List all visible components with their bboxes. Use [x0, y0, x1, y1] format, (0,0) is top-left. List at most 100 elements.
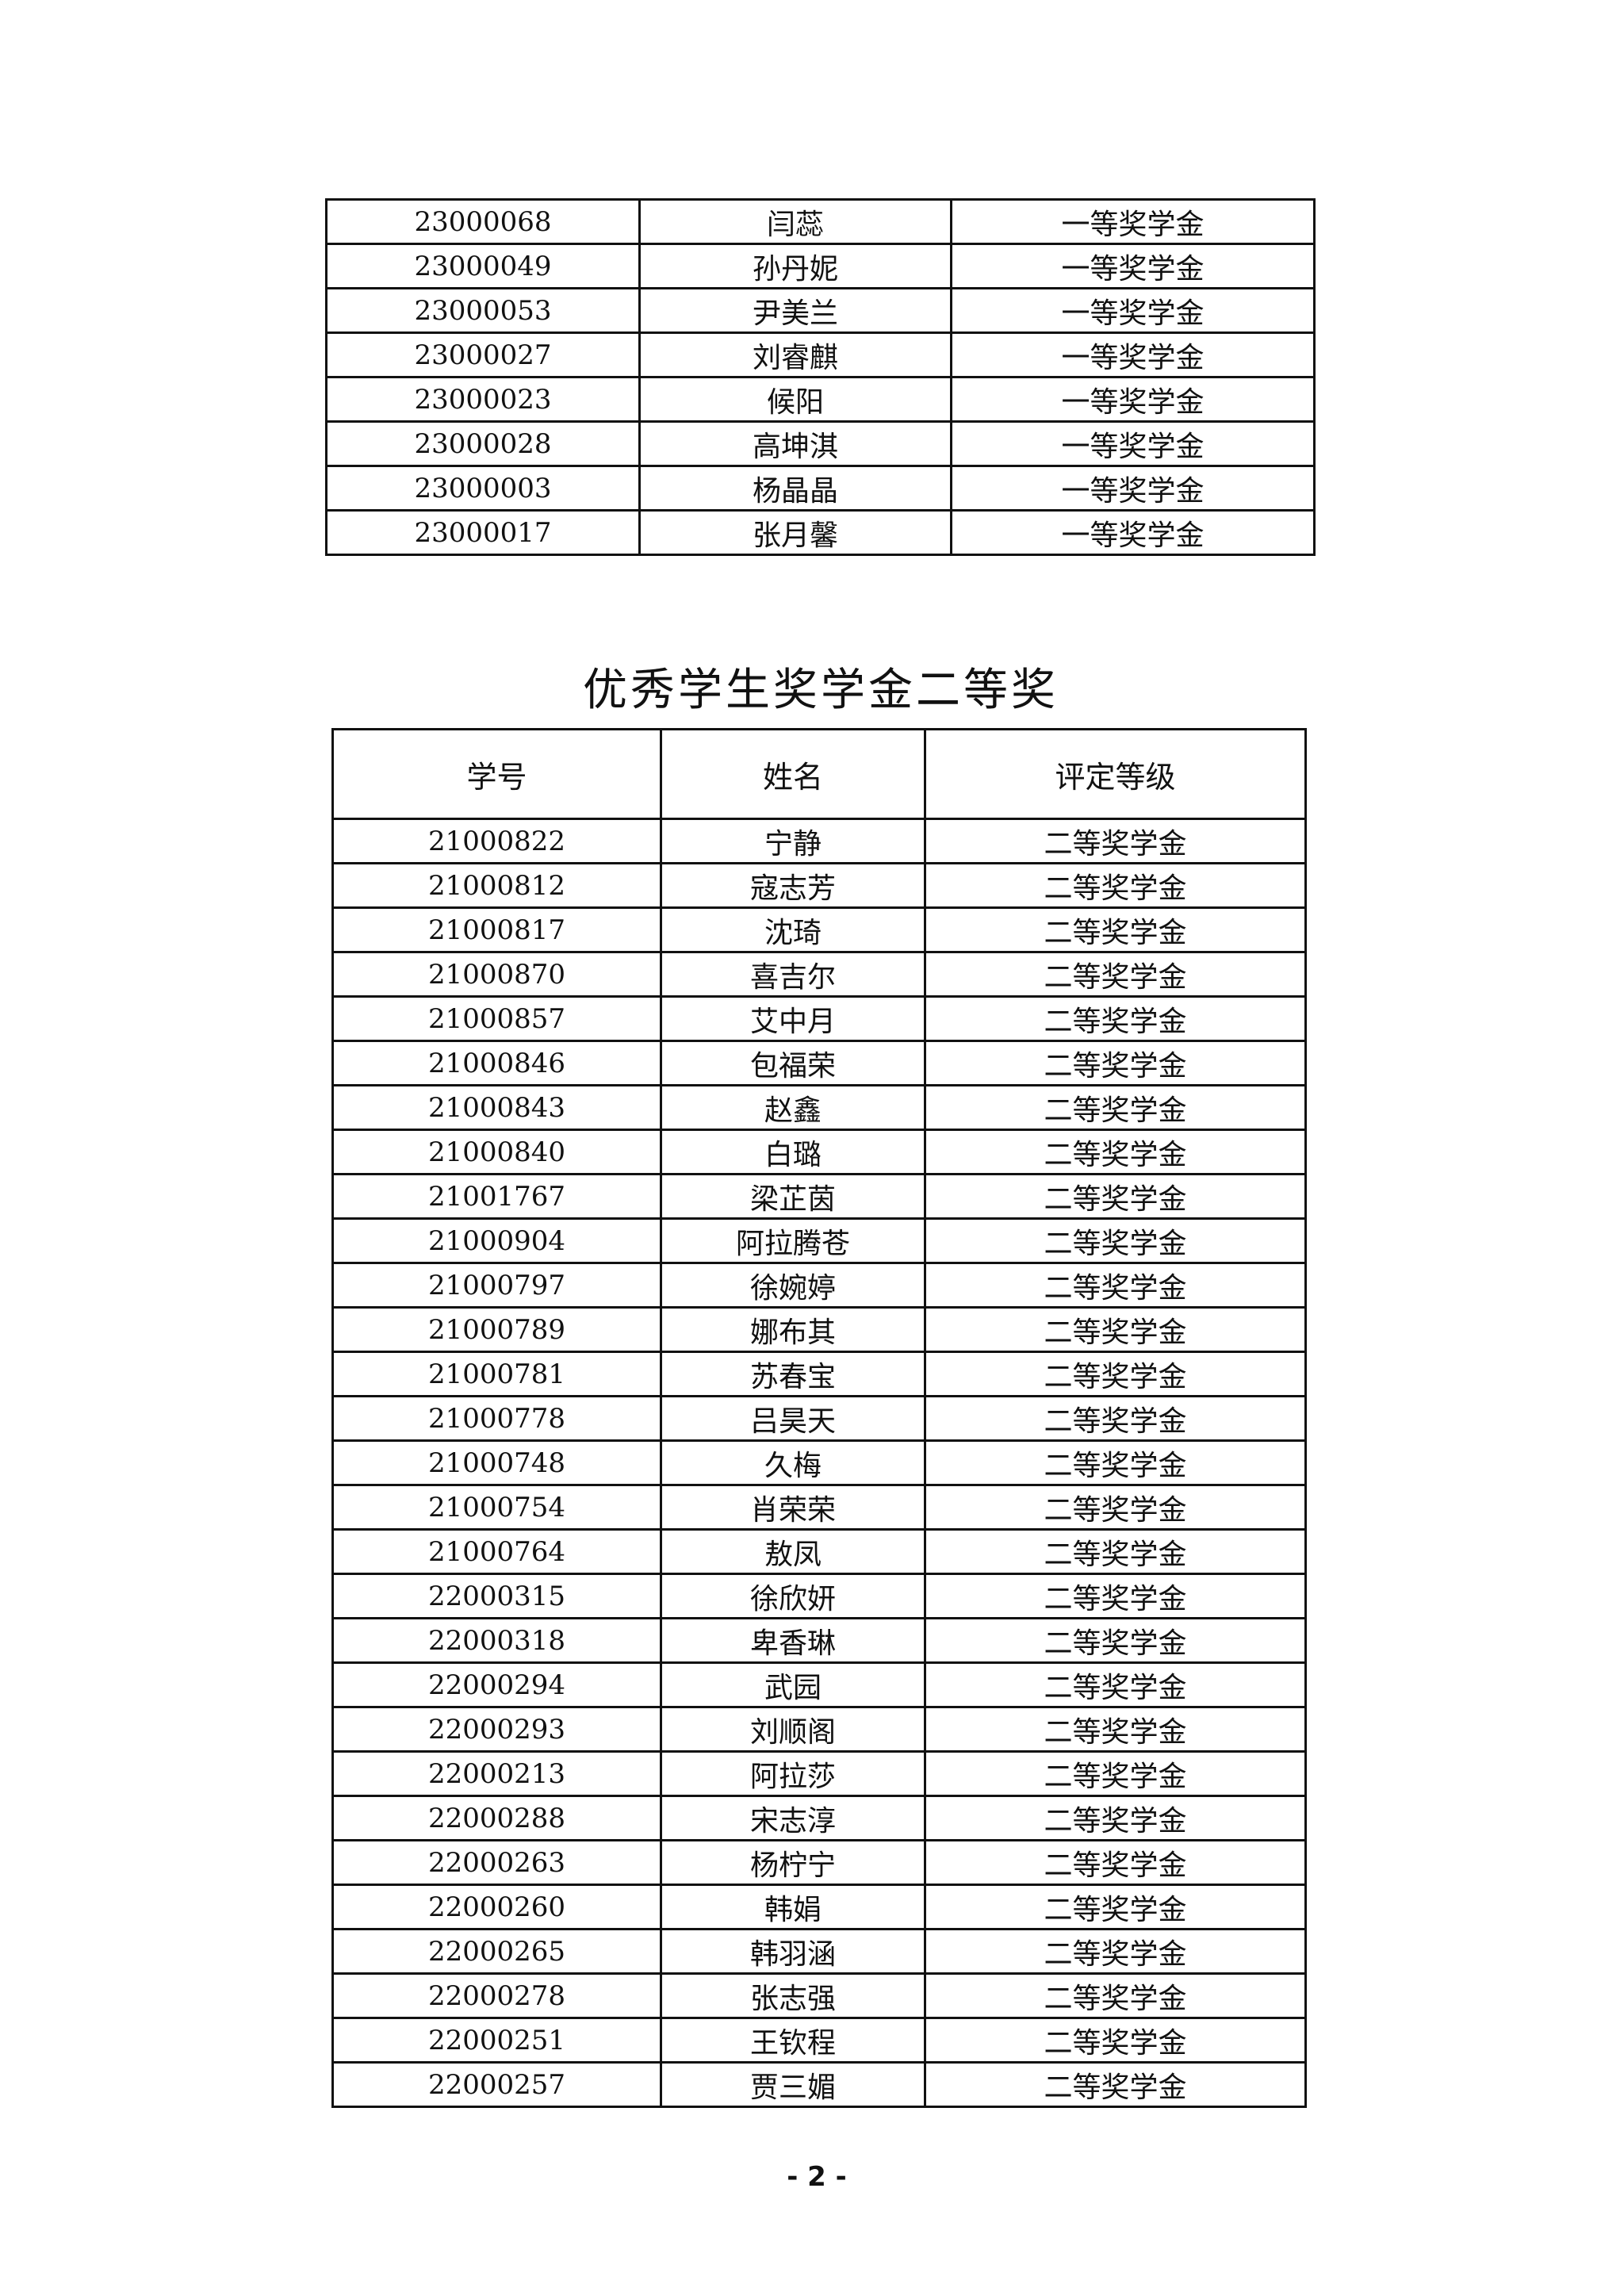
name-cell: 久梅 [660, 1439, 926, 1486]
name-cell: 宁静 [660, 818, 926, 864]
table-row: 22000263 杨柠宁 二等奖学金 [331, 1839, 1307, 1886]
first-prize-table-continued: 23000068 闫蕊 一等奖学金 23000049 孙丹妮 一等奖学金 23000053 尹… [325, 198, 1316, 556]
table-row: 23000027 刘睿麒 一等奖学金 [325, 331, 1316, 378]
table-row: 21001767 梁芷茵 二等奖学金 [331, 1173, 1307, 1220]
grade-cell: 二等奖学金 [924, 1573, 1307, 1619]
grade-cell: 二等奖学金 [924, 951, 1307, 998]
student-id-cell: 21001767 [331, 1173, 662, 1220]
student-id-cell: 21000797 [331, 1262, 662, 1309]
grade-cell: 二等奖学金 [924, 1839, 1307, 1886]
student-id-cell: 21000904 [331, 1217, 662, 1264]
grade-cell: 一等奖学金 [950, 331, 1316, 378]
table-row: 22000315 徐欣妍 二等奖学金 [331, 1573, 1307, 1619]
grade-cell: 二等奖学金 [924, 1306, 1307, 1353]
grade-cell: 二等奖学金 [924, 862, 1307, 909]
table-row: 21000904 阿拉腾苍 二等奖学金 [331, 1217, 1307, 1264]
grade-cell: 一等奖学金 [950, 198, 1316, 245]
student-id-cell: 22000265 [331, 1928, 662, 1975]
name-cell: 阿拉腾苍 [660, 1217, 926, 1264]
grade-cell: 二等奖学金 [924, 995, 1307, 1042]
grade-cell: 二等奖学金 [924, 1262, 1307, 1309]
grade-cell: 二等奖学金 [924, 1040, 1307, 1086]
header-name: 姓名 [660, 728, 926, 820]
grade-cell: 二等奖学金 [924, 1351, 1307, 1397]
grade-cell: 二等奖学金 [924, 1706, 1307, 1753]
grade-cell: 二等奖学金 [924, 1972, 1307, 2019]
grade-cell: 一等奖学金 [950, 243, 1316, 289]
student-id-cell: 21000764 [331, 1528, 662, 1575]
name-cell: 刘睿麒 [638, 331, 952, 378]
grade-cell: 一等奖学金 [950, 376, 1316, 423]
second-prize-table: 学号 姓名 评定等级 21000822 宁静 二等奖学金 21000812 寇志芳 二等奖… [331, 728, 1307, 2108]
student-id-cell: 22000263 [331, 1839, 662, 1886]
table-row: 21000748 久梅 二等奖学金 [331, 1439, 1307, 1486]
table-row: 21000840 白璐 二等奖学金 [331, 1129, 1307, 1175]
name-cell: 肖荣荣 [660, 1484, 926, 1531]
name-cell: 高坤淇 [638, 420, 952, 467]
grade-cell: 二等奖学金 [924, 1484, 1307, 1531]
student-id-cell: 23000028 [325, 420, 641, 467]
table-row: 22000257 贾三媚 二等奖学金 [331, 2061, 1307, 2108]
student-id-cell: 21000870 [331, 951, 662, 998]
table-row: 21000797 徐婉婷 二等奖学金 [331, 1262, 1307, 1309]
name-cell: 孙丹妮 [638, 243, 952, 289]
student-id-cell: 21000789 [331, 1306, 662, 1353]
name-cell: 寇志芳 [660, 862, 926, 909]
name-cell: 阿拉莎 [660, 1750, 926, 1797]
name-cell: 艾中月 [660, 995, 926, 1042]
table-row: 23000049 孙丹妮 一等奖学金 [325, 243, 1316, 289]
grade-cell: 一等奖学金 [950, 509, 1316, 556]
table-row: 21000778 吕昊天 二等奖学金 [331, 1395, 1307, 1442]
grade-cell: 二等奖学金 [924, 1528, 1307, 1575]
student-id-cell: 21000817 [331, 906, 662, 953]
header-student-id: 学号 [331, 728, 662, 820]
name-cell: 刘顺阁 [660, 1706, 926, 1753]
student-id-cell: 23000053 [325, 287, 641, 334]
table-row: 23000017 张月馨 一等奖学金 [325, 509, 1316, 556]
grade-cell: 二等奖学金 [924, 1661, 1307, 1708]
table-row: 21000789 娜布其 二等奖学金 [331, 1306, 1307, 1353]
table-row: 23000053 尹美兰 一等奖学金 [325, 287, 1316, 334]
student-id-cell: 21000781 [331, 1351, 662, 1397]
table-row: 23000003 杨晶晶 一等奖学金 [325, 465, 1316, 512]
grade-cell: 二等奖学金 [924, 1084, 1307, 1131]
table-row: 23000023 候阳 一等奖学金 [325, 376, 1316, 423]
name-cell: 尹美兰 [638, 287, 952, 334]
student-id-cell: 22000318 [331, 1617, 662, 1664]
name-cell: 白璐 [660, 1129, 926, 1175]
student-id-cell: 22000294 [331, 1661, 662, 1708]
name-cell: 娜布其 [660, 1306, 926, 1353]
student-id-cell: 21000822 [331, 818, 662, 864]
grade-cell: 二等奖学金 [924, 2017, 1307, 2064]
name-cell: 敖凤 [660, 1528, 926, 1575]
table-row: 21000870 喜吉尔 二等奖学金 [331, 951, 1307, 998]
student-id-cell: 22000257 [331, 2061, 662, 2108]
name-cell: 张月馨 [638, 509, 952, 556]
name-cell: 杨柠宁 [660, 1839, 926, 1886]
student-id-cell: 21000754 [331, 1484, 662, 1531]
student-id-cell: 21000748 [331, 1439, 662, 1486]
section-title: 优秀学生奖学金二等奖 [583, 665, 1059, 716]
table-row: 21000822 宁静 二等奖学金 [331, 818, 1307, 864]
table-row: 21000817 沈琦 二等奖学金 [331, 906, 1307, 953]
name-cell: 王钦程 [660, 2017, 926, 2064]
student-id-cell: 23000027 [325, 331, 641, 378]
student-id-cell: 21000846 [331, 1040, 662, 1086]
table-row: 22000288 宋志淳 二等奖学金 [331, 1795, 1307, 1841]
table-row: 22000293 刘顺阁 二等奖学金 [331, 1706, 1307, 1753]
name-cell: 苏春宝 [660, 1351, 926, 1397]
table-row: 21000754 肖荣荣 二等奖学金 [331, 1484, 1307, 1531]
student-id-cell: 23000003 [325, 465, 641, 512]
grade-cell: 二等奖学金 [924, 818, 1307, 864]
grade-cell: 二等奖学金 [924, 1928, 1307, 1975]
student-id-cell: 22000278 [331, 1972, 662, 2019]
name-cell: 喜吉尔 [660, 951, 926, 998]
table-row: 21000812 寇志芳 二等奖学金 [331, 862, 1307, 909]
grade-cell: 二等奖学金 [924, 906, 1307, 953]
table-row: 22000251 王钦程 二等奖学金 [331, 2017, 1307, 2064]
name-cell: 徐欣妍 [660, 1573, 926, 1619]
table-row: 21000846 包福荣 二等奖学金 [331, 1040, 1307, 1086]
grade-cell: 二等奖学金 [924, 1750, 1307, 1797]
grade-cell: 二等奖学金 [924, 1884, 1307, 1930]
table-row: 22000278 张志强 二等奖学金 [331, 1972, 1307, 2019]
